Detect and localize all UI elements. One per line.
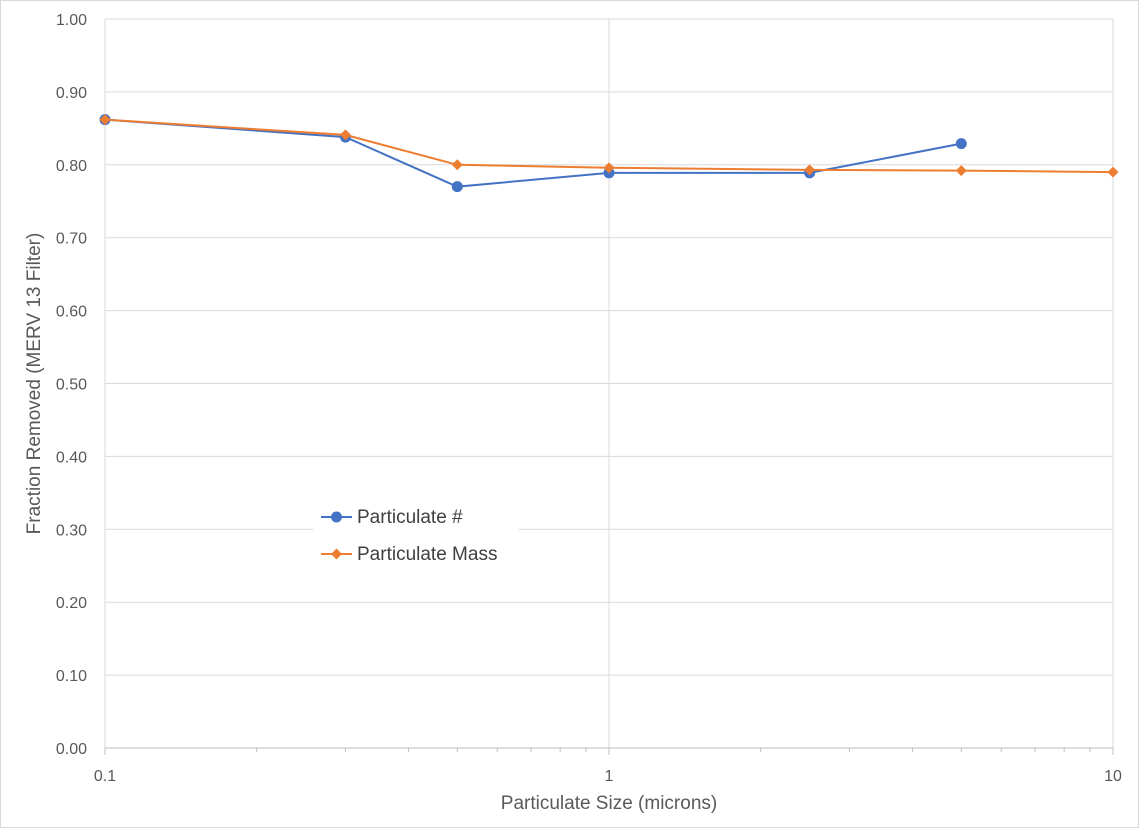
series: [99, 114, 967, 193]
y-tick-label: 0.70: [56, 231, 87, 248]
y-axis-title: Fraction Removed (MERV 13 Filter): [24, 233, 45, 535]
y-tick-label: 0.50: [56, 377, 87, 394]
legend-item: Particulate #: [321, 507, 463, 528]
gridlines: [104, 18, 1114, 748]
y-tick-label: 0.10: [56, 668, 87, 685]
series-point: [804, 164, 816, 176]
series-point: [339, 129, 351, 141]
legend-item: Particulate Mass: [321, 544, 497, 565]
series-point: [451, 181, 463, 193]
legend-label: Particulate #: [357, 507, 463, 528]
series-point: [331, 548, 342, 560]
legend-background: [313, 500, 519, 572]
legend-label: Particulate Mass: [357, 544, 497, 565]
y-tick-label: 0.20: [56, 595, 87, 612]
y-tick-label: 0.40: [56, 449, 87, 466]
x-axis-title: Particulate Size (microns): [501, 793, 717, 814]
legend: Particulate # Particulate Mass: [313, 500, 519, 572]
y-tick-label: 0.60: [56, 304, 87, 321]
y-tick-label: 0.80: [56, 158, 87, 175]
series-point: [1107, 166, 1119, 178]
x-tick-label: 0.1: [94, 768, 116, 785]
x-tick-label: 1: [605, 768, 614, 785]
series-layer: [99, 114, 1119, 193]
series-point: [955, 165, 967, 177]
series-point: [451, 159, 463, 171]
y-tick-label: 0.00: [56, 741, 87, 758]
y-tick-label: 1.00: [56, 12, 87, 29]
series-point: [955, 138, 967, 150]
series-point: [603, 162, 615, 174]
x-tick-label: 10: [1104, 768, 1122, 785]
series-point: [99, 114, 111, 126]
series-line: [104, 118, 962, 188]
y-tick-label: 0.30: [56, 522, 87, 539]
series-point: [331, 511, 342, 523]
y-tick-label: 0.90: [56, 85, 87, 102]
axes: 0.00 0.10 0.20 0.30 0.40 0.50 0.60 0.70 0.80 0.90…: [56, 12, 1122, 785]
series: [99, 114, 1119, 178]
